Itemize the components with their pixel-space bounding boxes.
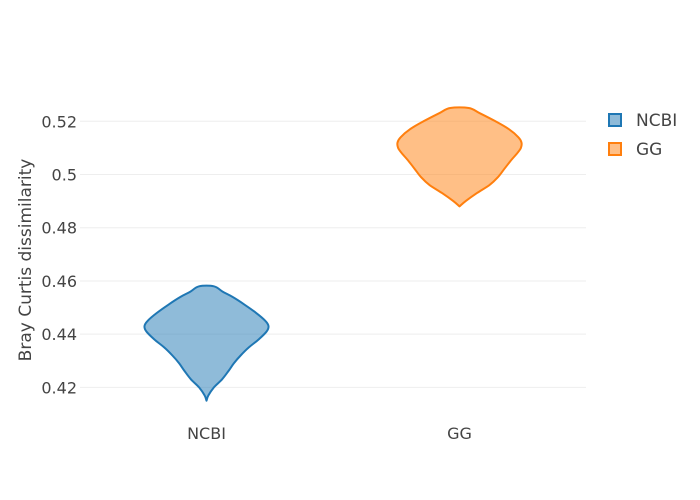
- y-axis-ticks: 0.42 0.44 0.46 0.48 0.5 0.52: [41, 112, 77, 397]
- x-axis-ticks: NCBI GG: [187, 424, 472, 443]
- y-tick-label: 0.42: [41, 378, 77, 397]
- legend-swatch-gg: [608, 142, 622, 156]
- y-tick-label: 0.44: [41, 325, 77, 344]
- y-tick-label: 0.52: [41, 112, 77, 131]
- violin-gg: [396, 106, 523, 208]
- y-axis-title: Bray Curtis dissimilarity: [16, 159, 36, 362]
- y-tick-label: 0.5: [52, 166, 77, 185]
- violins: [143, 106, 523, 402]
- legend-label-ncbi: NCBI: [636, 111, 677, 131]
- y-tick-label: 0.48: [41, 219, 77, 238]
- x-tick-label: GG: [447, 424, 472, 443]
- y-tick-label: 0.46: [41, 272, 77, 291]
- legend-swatch-ncbi: [608, 113, 622, 127]
- legend: NCBI GG: [608, 111, 677, 160]
- x-tick-label: NCBI: [187, 424, 226, 443]
- legend-label-gg: GG: [636, 140, 662, 160]
- violin-ncbi: [143, 284, 270, 402]
